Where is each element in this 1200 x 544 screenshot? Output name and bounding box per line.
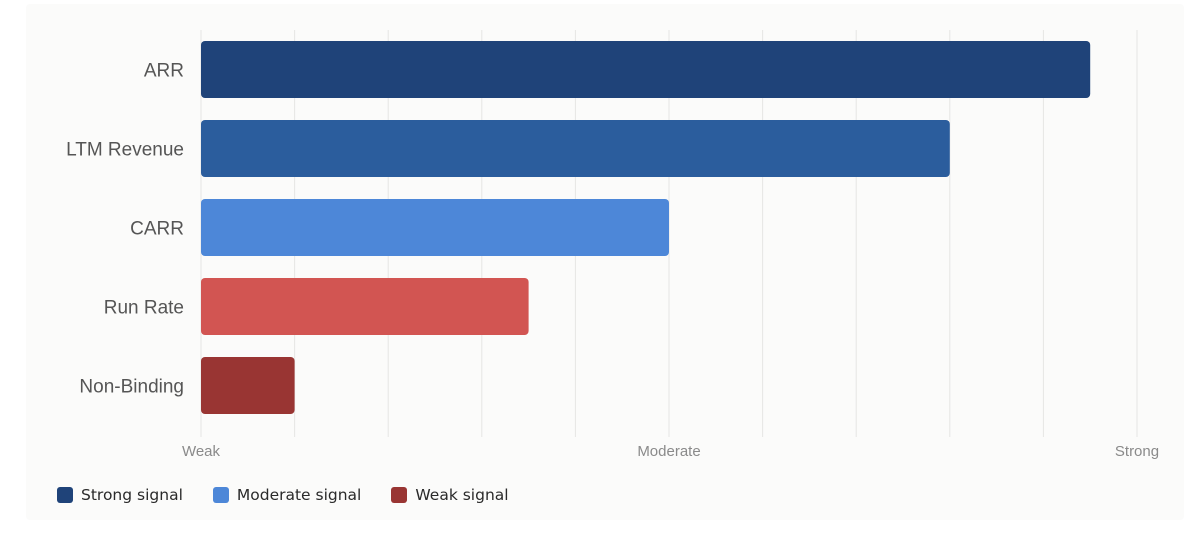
bar-carr <box>201 199 669 256</box>
category-label: ARR <box>144 61 184 82</box>
x-tick-label: Moderate <box>637 443 700 460</box>
legend-swatch-weak <box>391 487 408 503</box>
bar-run-rate <box>201 278 529 335</box>
category-label: Run Rate <box>104 298 184 319</box>
bar-ltm-revenue <box>201 120 950 177</box>
legend-label-strong: Strong signal <box>81 486 183 504</box>
legend-swatch-strong <box>57 487 73 503</box>
category-label: CARR <box>130 219 184 240</box>
bar-non-binding <box>201 357 295 414</box>
x-tick-label: Strong <box>1115 443 1159 460</box>
category-label: Non-Binding <box>79 377 184 398</box>
category-labels: ARR LTM Revenue CARR Run Rate Non-Binding <box>66 61 184 398</box>
legend-label-moderate: Moderate signal <box>236 486 362 504</box>
legend: Strong signal Moderate signal Weak signa… <box>57 484 539 506</box>
legend-item-moderate: Moderate signal <box>212 486 362 504</box>
legend-swatch-moderate <box>212 487 229 503</box>
x-tick-label: Weak <box>182 443 221 460</box>
legend-item-weak: Weak signal <box>391 486 509 504</box>
legend-item-strong: Strong signal <box>57 486 183 504</box>
x-tick-labels: Weak Moderate Strong <box>182 443 1159 460</box>
bars <box>201 41 1091 414</box>
legend-label-weak: Weak signal <box>415 486 509 504</box>
category-label: LTM Revenue <box>66 140 184 161</box>
bar-arr <box>201 41 1091 98</box>
